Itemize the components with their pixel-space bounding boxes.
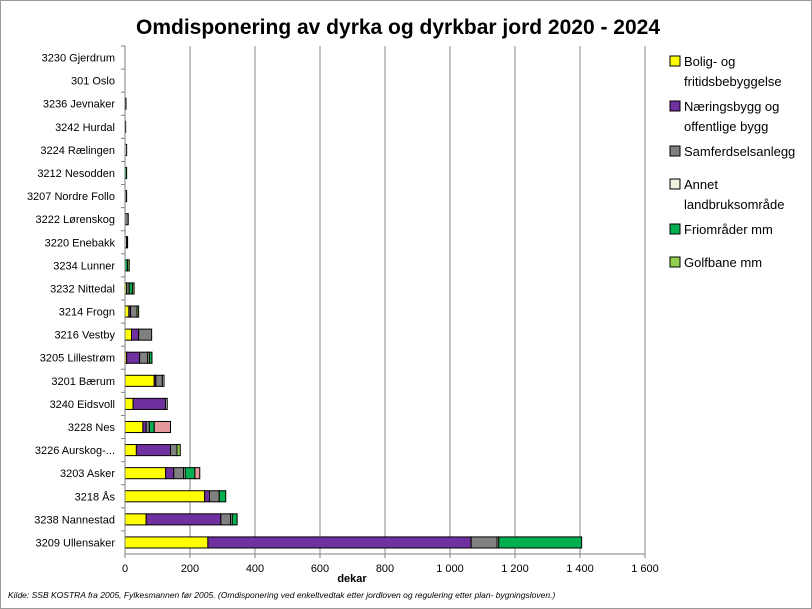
legend-swatch bbox=[669, 100, 681, 112]
bar-segment bbox=[220, 513, 232, 526]
bar-segment bbox=[161, 374, 165, 387]
bar-segment bbox=[126, 351, 141, 364]
bar-segment bbox=[173, 467, 184, 480]
legend-label: Annet bbox=[684, 177, 718, 192]
x-tick-label: 400 bbox=[246, 563, 264, 575]
category-label: 3224 Rælingen bbox=[40, 145, 115, 157]
x-tick-label: 1 600 bbox=[631, 563, 659, 575]
category-label: 3207 Nordre Follo bbox=[27, 191, 115, 203]
bar-segment bbox=[124, 397, 134, 410]
legend-label: Næringsbygg og bbox=[684, 99, 779, 114]
gridlines bbox=[189, 46, 646, 554]
legend-label: landbruksområde bbox=[684, 197, 784, 212]
legend-label: Samferdselsanlegg bbox=[684, 144, 795, 159]
category-label: 3216 Vestby bbox=[54, 330, 115, 342]
category-label: 3226 Aurskog-... bbox=[35, 445, 115, 457]
category-label: 3209 Ullensaker bbox=[36, 537, 116, 549]
bar-segment bbox=[204, 490, 210, 503]
source-note: Kilde: SSB KOSTRA fra 2005, Fylkesmannen… bbox=[8, 590, 555, 600]
category-label: 3236 Jevnaker bbox=[43, 99, 115, 111]
bar-segment bbox=[170, 444, 178, 457]
x-tick-label: 200 bbox=[181, 563, 199, 575]
legend-label: Friområder mm bbox=[684, 222, 773, 237]
bar-segment bbox=[124, 305, 130, 318]
bar-segment bbox=[155, 374, 163, 387]
bar-segment bbox=[231, 513, 238, 526]
legend-swatch bbox=[669, 178, 681, 190]
bar-segment bbox=[126, 236, 129, 249]
category-label: 3238 Nannestad bbox=[34, 514, 115, 526]
bar-segment bbox=[148, 351, 153, 364]
category-label: 3228 Nes bbox=[68, 422, 116, 434]
category-label: 3218 Ås bbox=[75, 490, 116, 503]
legend-swatch bbox=[669, 223, 681, 235]
x-tick-label: 600 bbox=[311, 563, 329, 575]
x-tick-label: 1 200 bbox=[501, 563, 529, 575]
bar-segment bbox=[148, 420, 155, 434]
category-label: 3214 Frogn bbox=[59, 307, 115, 319]
category-label: 301 Oslo bbox=[71, 76, 115, 88]
bar-segment bbox=[124, 536, 209, 549]
bar-segment bbox=[138, 328, 153, 341]
legend-swatch bbox=[669, 256, 681, 268]
legend-label: Golfbane mm bbox=[684, 255, 762, 270]
bar-segment bbox=[127, 259, 130, 272]
bar-segment bbox=[470, 536, 498, 549]
x-axis-label: dekar bbox=[337, 573, 367, 585]
bar-segment bbox=[136, 305, 140, 318]
x-tick-label: 800 bbox=[376, 563, 394, 575]
bar-segment bbox=[165, 397, 168, 410]
category-label: 3230 Gjerdrum bbox=[42, 53, 115, 65]
bar-segment bbox=[130, 305, 138, 318]
category-label: 3234 Lunner bbox=[53, 260, 115, 272]
bar-segment bbox=[218, 490, 227, 503]
legend: Bolig- og fritidsbebyggelse Næringsbygg og… bbox=[669, 54, 795, 270]
bar-segment bbox=[145, 513, 222, 526]
bar-segment bbox=[498, 536, 583, 549]
bar-segment bbox=[124, 490, 206, 503]
category-label: 3212 Nesodden bbox=[37, 168, 115, 180]
bar-segment bbox=[207, 536, 472, 549]
legend-swatch bbox=[669, 55, 681, 67]
x-tick-labels: 0 200 400 600 800 1 000 1 200 1 400 1 600 bbox=[122, 554, 659, 575]
bar-segment bbox=[184, 467, 196, 480]
x-tick-label: 1 000 bbox=[436, 563, 464, 575]
category-label: 3205 Lillestrøm bbox=[40, 353, 115, 365]
category-label: 3242 Hurdal bbox=[55, 122, 115, 134]
category-label: 3201 Bærum bbox=[51, 376, 115, 388]
bar-segment bbox=[124, 374, 155, 387]
chart-title: Omdisponering av dyrka og dyrkbar jord 2… bbox=[136, 16, 660, 39]
bar-segment bbox=[124, 420, 144, 434]
category-label: 3222 Lørenskog bbox=[36, 214, 116, 226]
bar-segment bbox=[209, 490, 220, 503]
bar-segment bbox=[131, 282, 135, 295]
category-labels: 3230 Gjerdrum 301 Oslo 3236 Jevnaker 3242 H… bbox=[27, 45, 125, 549]
bar-segment bbox=[124, 328, 132, 341]
legend-label: offentlige bygg bbox=[684, 119, 768, 134]
bar-segment bbox=[194, 467, 201, 480]
x-tick-label: 0 bbox=[122, 563, 128, 575]
legend-label: Bolig- og bbox=[684, 54, 735, 69]
category-label: 3240 Eidsvoll bbox=[50, 399, 115, 411]
bar-segment bbox=[124, 513, 147, 526]
bar-segment bbox=[165, 467, 175, 480]
legend-swatch bbox=[669, 145, 681, 157]
category-label: 3232 Nittedal bbox=[50, 283, 115, 295]
bar-segment bbox=[124, 444, 137, 457]
bar-segment bbox=[124, 467, 167, 480]
category-label: 3203 Asker bbox=[60, 468, 115, 480]
bar-segment bbox=[176, 444, 181, 457]
legend-label: fritidsbebyggelse bbox=[684, 74, 782, 89]
bars bbox=[124, 97, 583, 549]
bar-segment bbox=[132, 397, 167, 410]
category-label: 3220 Enebakk bbox=[45, 237, 116, 249]
bar-segment bbox=[139, 351, 149, 364]
x-tick-label: 1 400 bbox=[566, 563, 594, 575]
bar-segment bbox=[153, 420, 171, 434]
bar-segment bbox=[135, 444, 171, 457]
bar-segment bbox=[131, 328, 140, 341]
